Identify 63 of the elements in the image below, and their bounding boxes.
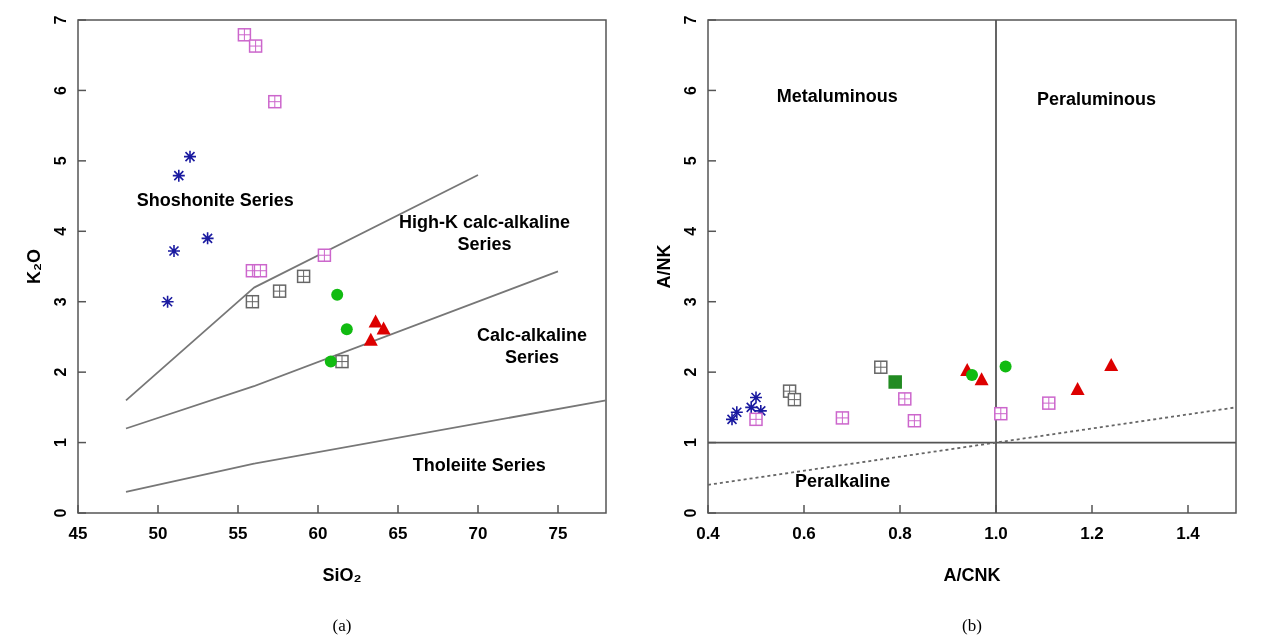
x-tick-label: 0.4 xyxy=(696,524,721,543)
y-tick-label: 6 xyxy=(682,85,699,95)
point xyxy=(340,323,353,336)
point xyxy=(1070,382,1085,396)
x-tick-label: 1.4 xyxy=(1176,524,1201,543)
y-tick-label: 2 xyxy=(682,367,699,377)
point xyxy=(160,294,175,309)
y-axis-title: K₂O xyxy=(24,249,44,284)
annotation: Metaluminous xyxy=(776,85,898,106)
point xyxy=(172,168,186,183)
x-tick-label: 60 xyxy=(308,524,328,543)
y-tick-label: 0 xyxy=(682,508,699,518)
point xyxy=(363,332,378,346)
x-tick-label: 65 xyxy=(388,524,408,543)
point xyxy=(368,314,383,328)
point xyxy=(1104,358,1119,372)
y-tick-label: 4 xyxy=(52,226,69,236)
point xyxy=(744,400,758,415)
y-tick-label: 5 xyxy=(682,156,699,166)
annotation: High-K calc-alkaline Series xyxy=(399,212,571,255)
x-tick-label: 45 xyxy=(68,524,88,543)
y-axis-title: A/NK xyxy=(654,244,674,289)
y-tick-label: 2 xyxy=(52,367,69,377)
point xyxy=(966,368,978,381)
x-tick-label: 1.2 xyxy=(1080,524,1104,543)
x-tick-label: 0.6 xyxy=(792,524,816,543)
y-tick-label: 3 xyxy=(682,297,699,307)
point xyxy=(725,412,739,427)
x-tick-label: 0.8 xyxy=(888,524,912,543)
point xyxy=(999,360,1012,373)
y-tick-label: 5 xyxy=(52,156,69,166)
y-tick-label: 7 xyxy=(52,15,69,25)
point xyxy=(754,404,768,418)
y-tick-label: 6 xyxy=(52,85,69,95)
y-tick-label: 4 xyxy=(682,226,699,236)
x-axis-title: A/CNK xyxy=(943,565,1001,585)
point xyxy=(200,231,215,246)
point xyxy=(730,405,744,420)
x-tick-label: 50 xyxy=(148,524,168,543)
annotation: Shoshonite Series xyxy=(136,190,294,211)
y-tick-label: 7 xyxy=(682,15,699,25)
annotation: Tholeiite Series xyxy=(412,455,546,476)
y-tick-label: 3 xyxy=(52,297,69,307)
text: (a) xyxy=(332,616,352,635)
annotation: Peraluminous xyxy=(1037,89,1157,110)
point xyxy=(331,288,344,301)
x-tick-label: 1.0 xyxy=(984,524,1008,543)
x-axis-title: SiO₂ xyxy=(322,565,362,585)
text: (b) xyxy=(962,616,982,635)
point xyxy=(749,390,763,405)
annotation: Peralkaline xyxy=(795,471,891,492)
annotation: Calc-alkaline Series xyxy=(477,324,588,367)
x-tick-label: 75 xyxy=(548,524,568,543)
point xyxy=(167,244,181,258)
point xyxy=(974,372,989,386)
point xyxy=(183,149,197,164)
y-tick-label: 1 xyxy=(682,438,699,448)
x-tick-label: 70 xyxy=(468,524,488,543)
x-tick-label: 55 xyxy=(228,524,248,543)
point xyxy=(376,321,391,335)
y-tick-label: 1 xyxy=(52,438,69,448)
point xyxy=(324,355,337,368)
y-tick-label: 0 xyxy=(52,508,69,518)
